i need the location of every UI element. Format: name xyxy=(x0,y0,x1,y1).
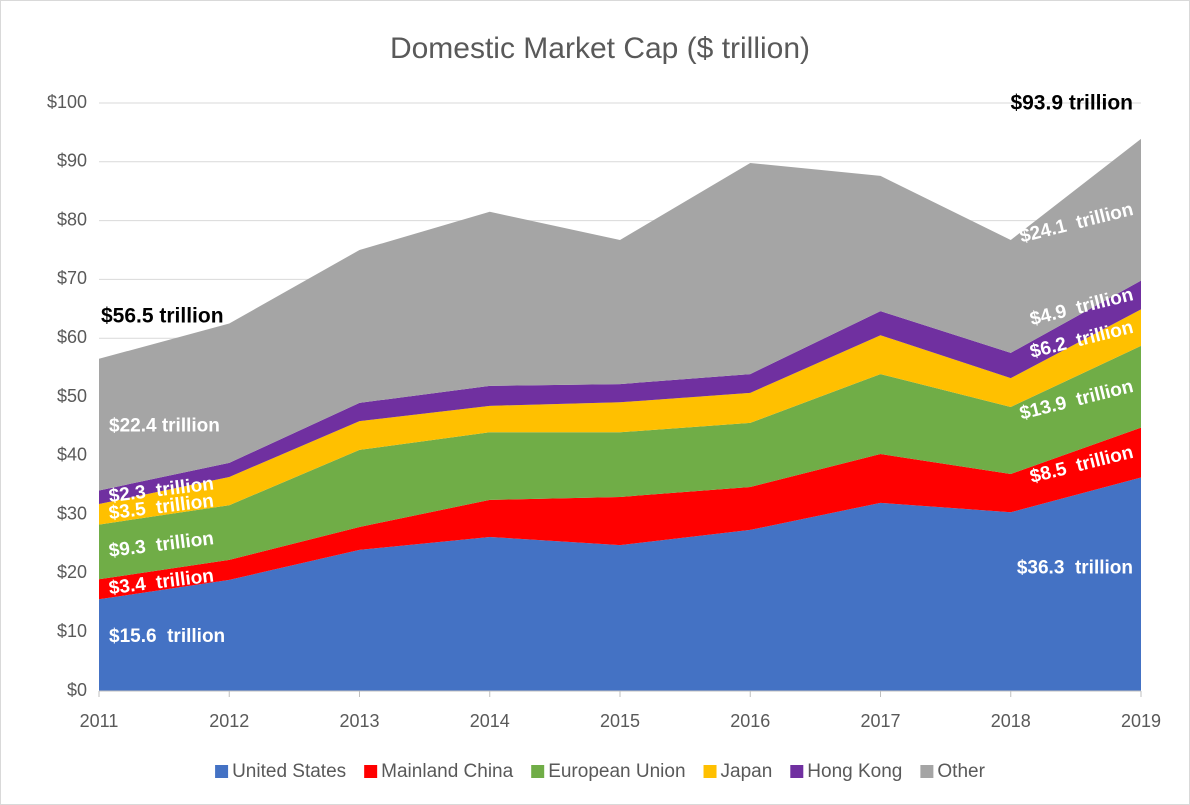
area xyxy=(99,477,1141,691)
y-tick-label: $20 xyxy=(57,562,87,582)
legend-swatch xyxy=(920,765,934,778)
x-tick-label: 2012 xyxy=(209,711,249,731)
x-tick-label: 2017 xyxy=(860,711,900,731)
x-tick-label: 2011 xyxy=(80,711,119,731)
legend-label: Hong Kong xyxy=(807,761,902,782)
y-tick-label: $60 xyxy=(57,327,87,347)
y-tick-label: $0 xyxy=(67,680,87,700)
y-tick-label: $10 xyxy=(57,621,87,641)
annotation: $93.9 trillion xyxy=(1010,91,1133,114)
chart-title: Domestic Market Cap ($ trillion) xyxy=(390,32,810,65)
y-tick-label: $40 xyxy=(57,445,87,465)
x-tick-label: 2016 xyxy=(730,711,770,731)
legend-swatch xyxy=(703,765,717,778)
legend-label: United States xyxy=(232,761,346,782)
x-tick-label: 2019 xyxy=(1121,711,1161,731)
area xyxy=(99,309,1141,525)
legend-swatch xyxy=(215,765,229,778)
legend-label: Other xyxy=(937,761,985,782)
data-label: $36.3 trillion xyxy=(1017,557,1133,578)
legend-swatch xyxy=(790,765,804,778)
area xyxy=(99,345,1141,580)
x-tick-label: 2015 xyxy=(600,711,640,731)
x-tick-label: 2013 xyxy=(339,711,379,731)
data-label: $22.4 trillion xyxy=(109,416,220,437)
y-tick-label: $100 xyxy=(47,92,87,112)
y-tick-label: $80 xyxy=(57,209,87,229)
y-tick-label: $90 xyxy=(57,151,87,171)
legend-swatch xyxy=(364,765,378,778)
area xyxy=(99,138,1141,491)
y-tick-label: $50 xyxy=(57,386,87,406)
legend-label: Mainland China xyxy=(381,761,513,782)
y-tick-label: $70 xyxy=(57,268,87,288)
annotation: $56.5 trillion xyxy=(101,304,224,327)
area xyxy=(99,427,1141,600)
x-tick-label: 2014 xyxy=(470,711,510,731)
legend: United States Mainland China European Unio… xyxy=(215,761,986,782)
x-tick-label: 2018 xyxy=(991,711,1031,731)
legend-swatch xyxy=(531,765,545,778)
legend-label: European Union xyxy=(548,761,685,782)
area xyxy=(99,280,1141,505)
y-tick-label: $30 xyxy=(57,503,87,523)
data-label: $15.6 trillion xyxy=(109,626,225,647)
legend-label: Japan xyxy=(721,761,773,782)
